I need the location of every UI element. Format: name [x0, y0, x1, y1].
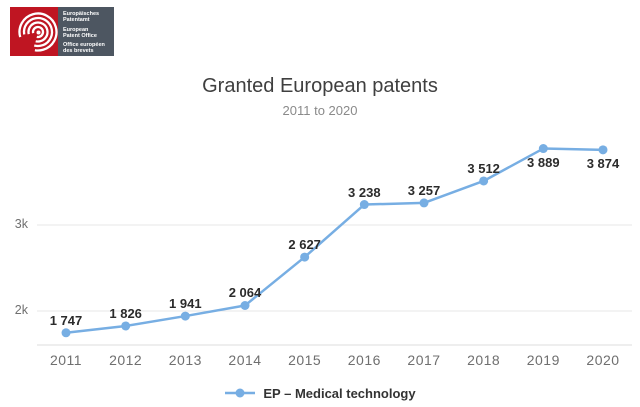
data-point-2020[interactable] — [598, 145, 608, 155]
data-point-2011[interactable] — [61, 328, 71, 338]
legend-marker-icon — [225, 388, 256, 398]
data-point-2015[interactable] — [300, 252, 310, 262]
chart-title: Granted European patents — [202, 75, 438, 97]
data-point-2018[interactable] — [479, 176, 489, 186]
logo-line-fr-2: des brevets — [63, 48, 94, 55]
data-point-2013[interactable] — [180, 311, 190, 321]
legend-label: EP – Medical technology — [263, 385, 416, 401]
data-point-2019[interactable] — [538, 144, 548, 154]
logo-line-en-2: Patent Office — [63, 32, 97, 39]
data-point-2012[interactable] — [121, 321, 131, 331]
legend: EP – Medical technology — [0, 384, 640, 402]
epo-logo-text: Europäisches Patentamt European Patent O… — [58, 7, 114, 56]
epo-logo[interactable]: Europäisches Patentamt European Patent O… — [10, 7, 114, 56]
epo-fingerprint-icon — [10, 7, 58, 56]
legend-item-ep-medical-technology[interactable]: EP – Medical technology — [224, 385, 416, 401]
logo-line-de-2: Patentamt — [63, 17, 90, 24]
series-line — [65, 147, 604, 334]
logo-line-fr-1: Office européen — [63, 42, 105, 49]
data-point-2017[interactable] — [419, 198, 429, 208]
data-point-2016[interactable] — [359, 200, 369, 210]
logo-line-de-1: Europäisches — [63, 11, 100, 17]
chart-subtitle: 2011 to 2020 — [282, 103, 358, 118]
data-point-2014[interactable] — [240, 300, 250, 310]
logo-line-en-1: European — [63, 26, 89, 33]
